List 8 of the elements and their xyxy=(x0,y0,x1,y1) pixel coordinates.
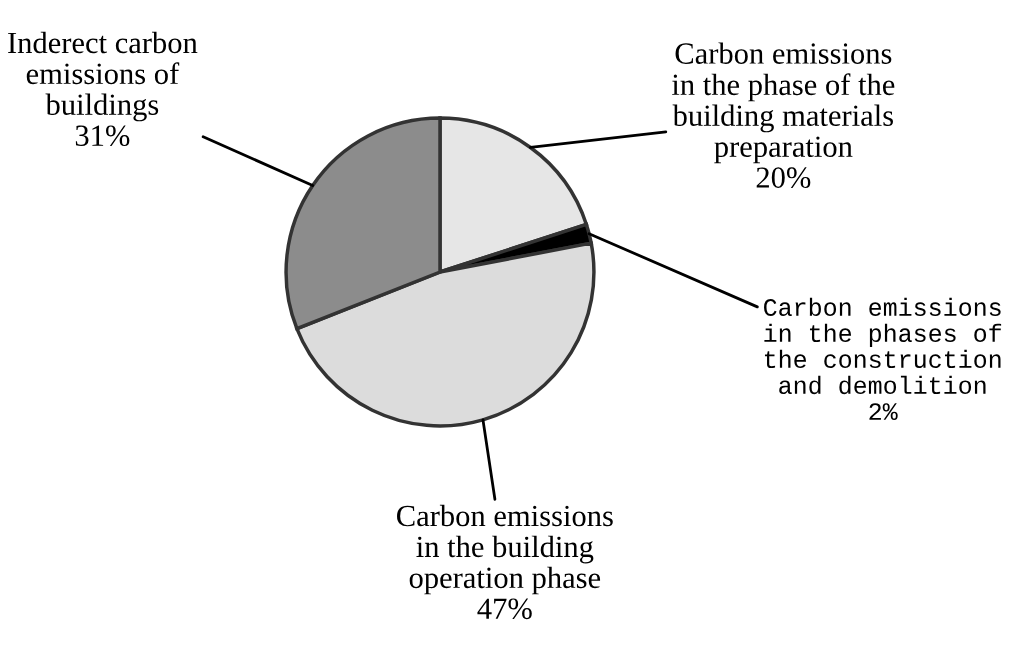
slice-label: Carbon emissions in the building operation phase xyxy=(397,504,613,595)
slice-label: Carbon emissions in the phase of the building materials preparation xyxy=(671,42,895,164)
data-label: 47% xyxy=(477,598,532,620)
slice-label: Carbon emissions in the phases of the construction and demolition xyxy=(764,297,1002,395)
slice-label: Inderect carbon emissions of buildings xyxy=(8,31,198,122)
data-label: 2% xyxy=(869,403,898,421)
data-label: 20% xyxy=(756,167,811,189)
data-label: 31% xyxy=(75,125,130,147)
